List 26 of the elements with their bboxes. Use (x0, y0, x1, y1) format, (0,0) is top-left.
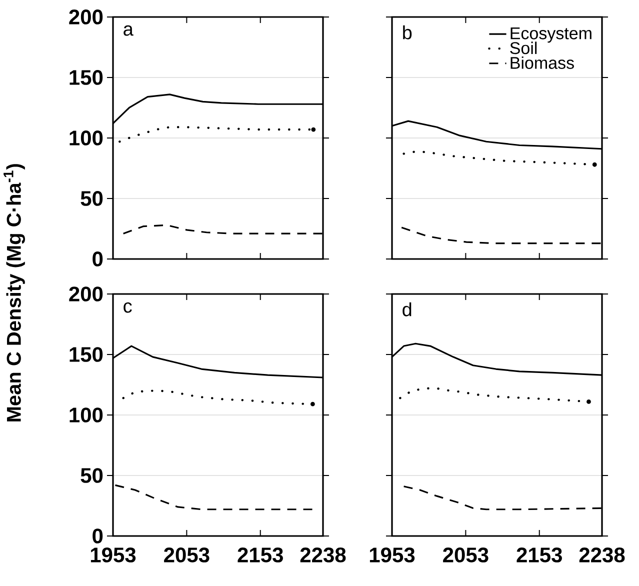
x-tick-label: 1953 (90, 548, 136, 562)
legend-label: Ecosystem (510, 27, 592, 43)
x-tick-label: 2053 (443, 548, 488, 562)
legend-label: Biomass (510, 56, 574, 69)
annotation: a (124, 25, 134, 36)
y-tick-label: 150 (70, 347, 103, 362)
y-tick-label: 150 (70, 70, 103, 85)
y-tick-label: 0 (92, 252, 103, 266)
y-tick-label: 100 (70, 130, 103, 146)
x-tick-label: 2238 (579, 548, 625, 562)
y-tick-label: 50 (80, 191, 103, 206)
x-tick-label: 1953 (370, 548, 415, 562)
annotation: d (402, 302, 412, 316)
x-tick-label: 2153 (238, 548, 283, 562)
legend-label: Soil (510, 42, 537, 54)
x-tick-label: 2238 (300, 548, 346, 562)
x-tick-label: 2153 (516, 548, 562, 562)
y-tick-label: 200 (69, 286, 103, 302)
y-tick-label: 100 (70, 408, 103, 422)
x-tick-label: 2053 (164, 548, 210, 562)
y-axis-title: Mean C Density (Mg C·ha$^{-1}$) (4, 164, 25, 422)
y-tick-label: 0 (92, 528, 103, 544)
y-tick-label: 50 (80, 468, 103, 483)
annotation: b (403, 25, 412, 40)
y-tick-label: 200 (69, 10, 103, 24)
annotation: c (124, 302, 132, 313)
